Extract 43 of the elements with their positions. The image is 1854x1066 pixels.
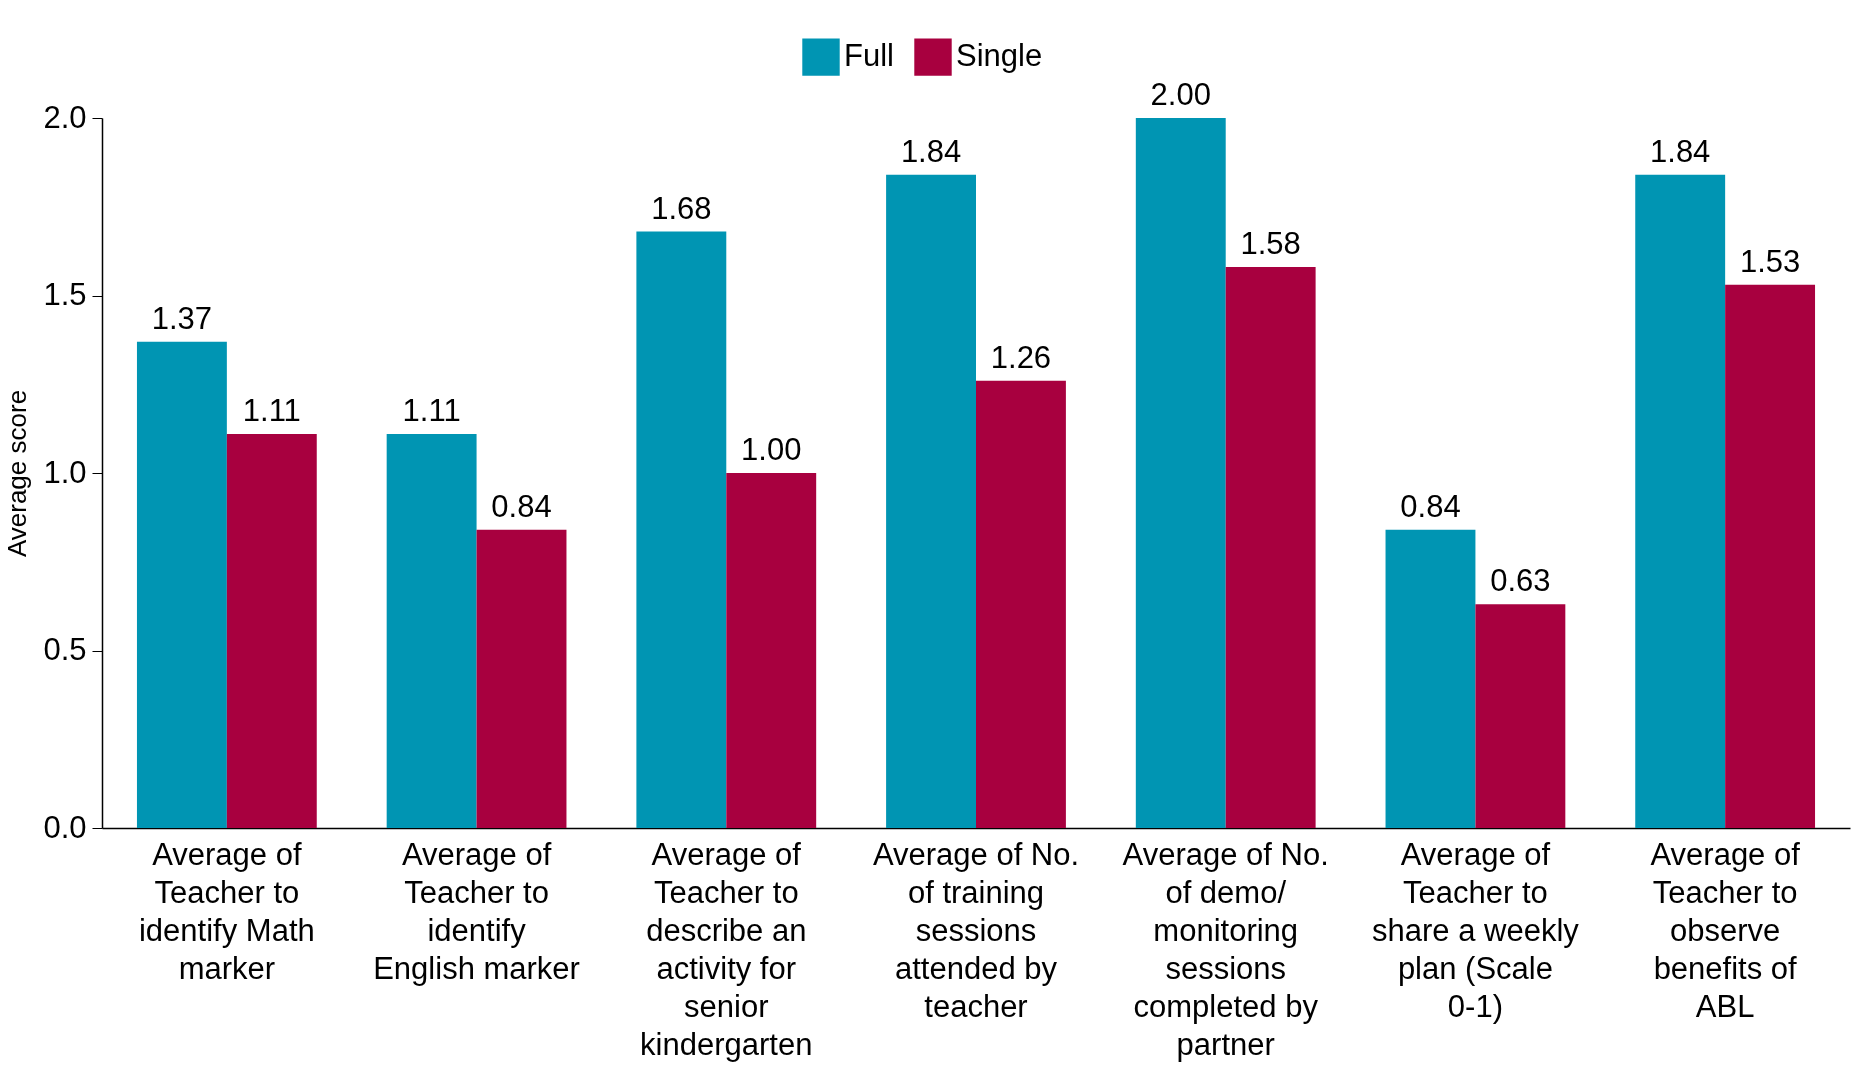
data-label: 2.00 <box>1150 77 1211 112</box>
bar <box>1225 267 1316 828</box>
data-label: 0.84 <box>491 488 552 524</box>
x-tick-label: Average of Teacher to describe an activity for senior kindergarten <box>640 836 813 1062</box>
bar <box>636 231 727 828</box>
bar <box>976 380 1066 828</box>
x-tick-label: Average of Teacher to identify English marker <box>373 836 580 986</box>
data-label: 1.68 <box>651 190 712 226</box>
x-tick-label: Average of No. of training sessions attended by teacher <box>872 836 1080 1024</box>
x-tick-label: Average of Teacher to observe benefits of ABL <box>1650 836 1801 1024</box>
bar <box>1635 174 1726 828</box>
y-tick-label: 0.0 <box>43 809 87 845</box>
bar <box>226 433 317 828</box>
y-tick-label: 1.5 <box>43 277 87 312</box>
data-label: 1.53 <box>1739 243 1801 279</box>
bar <box>476 529 567 828</box>
x-tick-label: Average of Teacher to share a weekly plan (Scale 0-1) <box>1372 836 1580 1024</box>
data-label: 1.37 <box>151 300 213 336</box>
legend-label: Full <box>844 38 894 74</box>
bar <box>1475 604 1566 828</box>
data-label: 0.63 <box>1490 563 1551 599</box>
x-tick-label: Average of No. of demo/ monitoring sessions completed by partner <box>1122 836 1329 1062</box>
y-tick-label: 2.0 <box>43 99 87 135</box>
data-label: 1.11 <box>242 392 301 428</box>
legend-label: Single <box>956 38 1043 74</box>
bar <box>386 433 477 828</box>
bar <box>726 473 817 828</box>
bar <box>886 174 976 828</box>
y-tick-label: 0.5 <box>43 632 87 667</box>
data-label: 0.84 <box>1400 488 1461 524</box>
data-label: 1.00 <box>741 432 802 467</box>
data-label: 1.11 <box>402 392 461 428</box>
bar <box>1725 284 1816 828</box>
data-label: 1.84 <box>1650 133 1711 169</box>
data-label: 1.58 <box>1240 226 1301 262</box>
data-label: 1.84 <box>900 133 962 169</box>
y-tick-label: 1.0 <box>43 454 87 490</box>
bar <box>1135 118 1226 828</box>
bar <box>1385 529 1476 828</box>
data-label: 1.26 <box>990 339 1052 375</box>
bar <box>136 341 227 828</box>
y-axis-title: Average score <box>2 389 33 558</box>
x-tick-label: Average of Teacher to identify Math marker <box>138 836 315 986</box>
